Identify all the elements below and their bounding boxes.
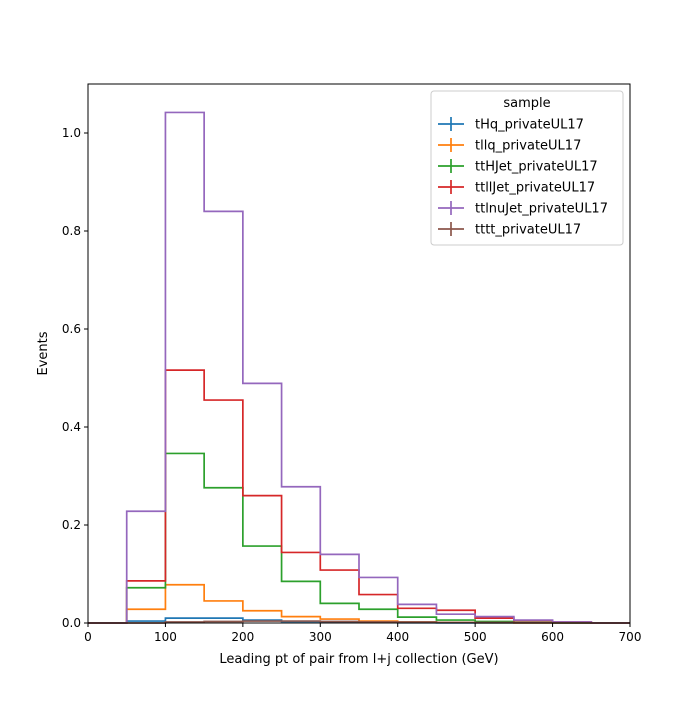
x-tick-label: 100 xyxy=(154,630,177,644)
x-tick-label: 0 xyxy=(84,630,92,644)
legend-box xyxy=(430,90,624,246)
y-tick-label: 0.4 xyxy=(62,420,81,434)
legend-item: ttHJet_privateUL17 xyxy=(438,159,598,175)
series-line-ttlnuJet_privateUL17 xyxy=(88,111,630,624)
x-tick-label: 600 xyxy=(541,630,564,644)
y-tick-label: 0.0 xyxy=(62,616,81,630)
legend-label: tHq_privateUL17 xyxy=(475,118,584,133)
axes-frame xyxy=(87,83,631,624)
legend-item: ttlnuJet_privateUL17 xyxy=(438,201,608,217)
legend-label: tttt_privateUL17 xyxy=(475,223,581,238)
y-tick-label: 0.2 xyxy=(62,518,81,532)
legend-label: ttHJet_privateUL17 xyxy=(475,160,598,175)
legend-label: ttlnuJet_privateUL17 xyxy=(475,202,608,217)
legend-label: ttllJet_privateUL17 xyxy=(475,181,595,196)
x-tick-label: 400 xyxy=(386,630,409,644)
x-axis-label: Leading pt of pair from l+j collection (… xyxy=(219,652,498,667)
y-tick-label: 0.8 xyxy=(62,224,81,238)
legend-item: tttt_privateUL17 xyxy=(438,222,581,238)
legend-item: ttllJet_privateUL17 xyxy=(438,180,595,196)
legend-label: tllq_privateUL17 xyxy=(475,139,581,154)
x-tick-label: 200 xyxy=(231,630,254,644)
legend-items: tHq_privateUL17 tllq_privateUL17 ttHJet_pr… xyxy=(438,117,608,238)
y-axis-label: Events xyxy=(36,331,51,375)
x-tick-label: 700 xyxy=(619,630,642,644)
y-tick-label: 0.6 xyxy=(62,322,81,336)
legend-item: tHq_privateUL17 xyxy=(438,117,584,133)
legend-item: tllq_privateUL17 xyxy=(438,138,581,154)
x-axis: 0 100 200 300 400 500 600 700 xyxy=(84,623,641,644)
x-tick-label: 300 xyxy=(309,630,332,644)
y-tick-label: 1.0 xyxy=(62,126,81,140)
x-tick-label: 500 xyxy=(464,630,487,644)
y-axis: 0.0 0.2 0.4 0.6 0.8 1.0 xyxy=(62,126,88,630)
legend: sample tHq_privateUL17 tllq_privateUL17tt… xyxy=(430,90,624,246)
legend-title: sample xyxy=(503,96,550,111)
